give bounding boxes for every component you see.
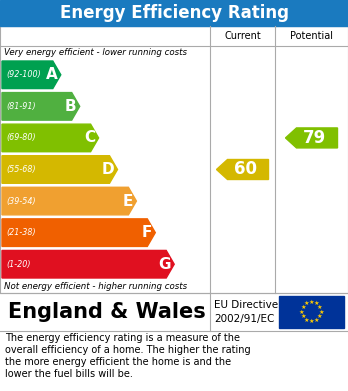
Text: Very energy efficient - lower running costs: Very energy efficient - lower running co… [4,48,187,57]
Polygon shape [2,250,174,278]
Polygon shape [2,219,155,246]
Text: 60: 60 [234,160,257,179]
Text: (55-68): (55-68) [6,165,35,174]
Text: England & Wales: England & Wales [8,302,206,322]
Text: overall efficiency of a home. The higher the rating: overall efficiency of a home. The higher… [5,345,251,355]
Text: ★: ★ [309,300,314,305]
Text: ★: ★ [304,318,309,323]
Text: Potential: Potential [290,31,333,41]
Polygon shape [2,187,136,215]
Polygon shape [2,93,80,120]
Text: ★: ★ [300,314,306,319]
Text: E: E [123,194,133,208]
Bar [0,26,348,293]
Text: ★: ★ [304,301,309,306]
Text: Current: Current [224,31,261,41]
Text: 79: 79 [303,129,326,147]
Polygon shape [2,124,98,152]
Text: D: D [102,162,114,177]
Text: (1-20): (1-20) [6,260,31,269]
Polygon shape [2,61,61,89]
Polygon shape [216,160,269,179]
Text: ★: ★ [317,314,323,319]
Text: lower the fuel bills will be.: lower the fuel bills will be. [5,369,133,379]
Text: G: G [159,257,171,272]
Text: ★: ★ [300,305,306,310]
Polygon shape [285,128,338,148]
Bar [279,296,344,328]
Text: the more energy efficient the home is and the: the more energy efficient the home is an… [5,357,231,367]
Text: (81-91): (81-91) [6,102,35,111]
Text: (39-54): (39-54) [6,197,35,206]
Text: ★: ★ [317,305,323,310]
Text: EU Directive
2002/91/EC: EU Directive 2002/91/EC [214,300,278,324]
Text: ★: ★ [314,301,319,306]
Text: B: B [65,99,77,114]
Text: (92-100): (92-100) [6,70,41,79]
Text: ★: ★ [318,310,324,314]
Text: (69-80): (69-80) [6,133,35,142]
Text: ★: ★ [309,319,314,324]
Polygon shape [2,156,118,183]
Text: The energy efficiency rating is a measure of the: The energy efficiency rating is a measur… [5,333,240,343]
Text: A: A [46,67,58,82]
Text: F: F [142,225,152,240]
Text: (21-38): (21-38) [6,228,35,237]
Text: Energy Efficiency Rating: Energy Efficiency Rating [60,4,288,22]
Text: ★: ★ [314,318,319,323]
Text: Not energy efficient - higher running costs: Not energy efficient - higher running co… [4,282,187,291]
Text: C: C [85,131,96,145]
Bar [0,0,348,26]
Text: ★: ★ [299,310,305,314]
